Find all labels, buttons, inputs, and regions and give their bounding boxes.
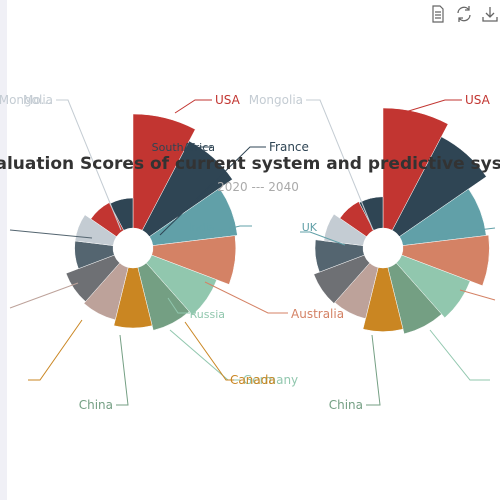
chart-toolbox — [428, 4, 500, 24]
partial-label-0: Mo... — [23, 93, 52, 107]
label-line-0-china — [116, 334, 129, 406]
rose-sector-1-australia[interactable] — [401, 234, 490, 287]
label-1-usa: USA — [465, 93, 491, 107]
cutoff-leader-line-2 — [28, 319, 83, 381]
data-view-icon[interactable] — [428, 4, 448, 24]
rose-sector-1-canada[interactable] — [362, 267, 404, 332]
label-0-usa: USA — [215, 93, 241, 107]
left-edge-strip — [0, 0, 7, 500]
rose-sector-1-usa[interactable] — [382, 107, 449, 231]
label-line-1-china — [366, 334, 381, 406]
label-line-0-canada — [184, 321, 234, 381]
label-line-0-france — [159, 146, 266, 236]
label-0-france: France — [269, 140, 309, 154]
label-line-0-southafrica — [147, 146, 212, 233]
rose-sector-1-uk[interactable] — [391, 136, 487, 237]
rose-sector-0-uk[interactable] — [141, 140, 233, 237]
chart-title: Evaluation Scores of current system and … — [0, 154, 500, 174]
label-0-canada: Canada — [230, 373, 276, 387]
cutoff-leader-line-0 — [9, 229, 93, 239]
label-line-0-australia — [204, 281, 288, 314]
save-as-image-icon[interactable] — [480, 4, 500, 24]
rose-sector-0-usa[interactable] — [132, 113, 196, 231]
rose-sector-1-russia[interactable] — [395, 254, 471, 319]
label-line-1-uk — [300, 231, 346, 246]
chart-labels: USA Mongolia SouthAfrica France India Russia A… — [0, 93, 496, 412]
rose-sector-0-australia[interactable] — [151, 235, 236, 285]
label-1-mongolia: Mongolia — [249, 93, 303, 107]
label-line-1-mongolia — [306, 99, 374, 231]
label-1-china: China — [329, 398, 363, 412]
label-0-germany: Germany — [243, 373, 298, 387]
label-line-0-usa — [174, 99, 212, 114]
label-0-australia: Australia — [291, 307, 344, 321]
rose-chart-2040 — [313, 107, 490, 335]
restore-icon[interactable] — [454, 4, 474, 24]
rose-sector-0-russia[interactable] — [145, 254, 218, 316]
label-line-1-usa — [401, 99, 462, 114]
cutoff-leader-line-1 — [9, 282, 79, 309]
label-0-china: China — [79, 398, 113, 412]
label-0-mongolia: Mongolia — [0, 93, 53, 107]
rose-sector-1-mongolia[interactable] — [358, 196, 384, 231]
rose-sector-1-germany[interactable] — [387, 262, 442, 335]
label-0-india: India — [188, 221, 215, 234]
rose-sector-0-canada[interactable] — [113, 267, 153, 329]
chart-subtitle: 2020 --- 2040 — [217, 180, 299, 194]
label-line-0-russia — [167, 297, 190, 314]
label-line-0-india — [209, 225, 252, 234]
rose-chart-2020 — [65, 113, 238, 331]
rose-sector-0-germany[interactable] — [137, 262, 190, 331]
label-1-uk: UK — [302, 221, 318, 234]
label-0-russia: Russia — [190, 308, 225, 321]
rose-sector-0-mongolia[interactable] — [109, 197, 134, 231]
cutoff-leader-line-3 — [437, 227, 496, 236]
label-0-southafrica: SouthAfrica — [152, 141, 215, 154]
cutoff-leader-line-5 — [429, 329, 490, 381]
cutoff-leader-line-4 — [459, 289, 496, 301]
label-line-0-mongolia — [56, 99, 122, 231]
